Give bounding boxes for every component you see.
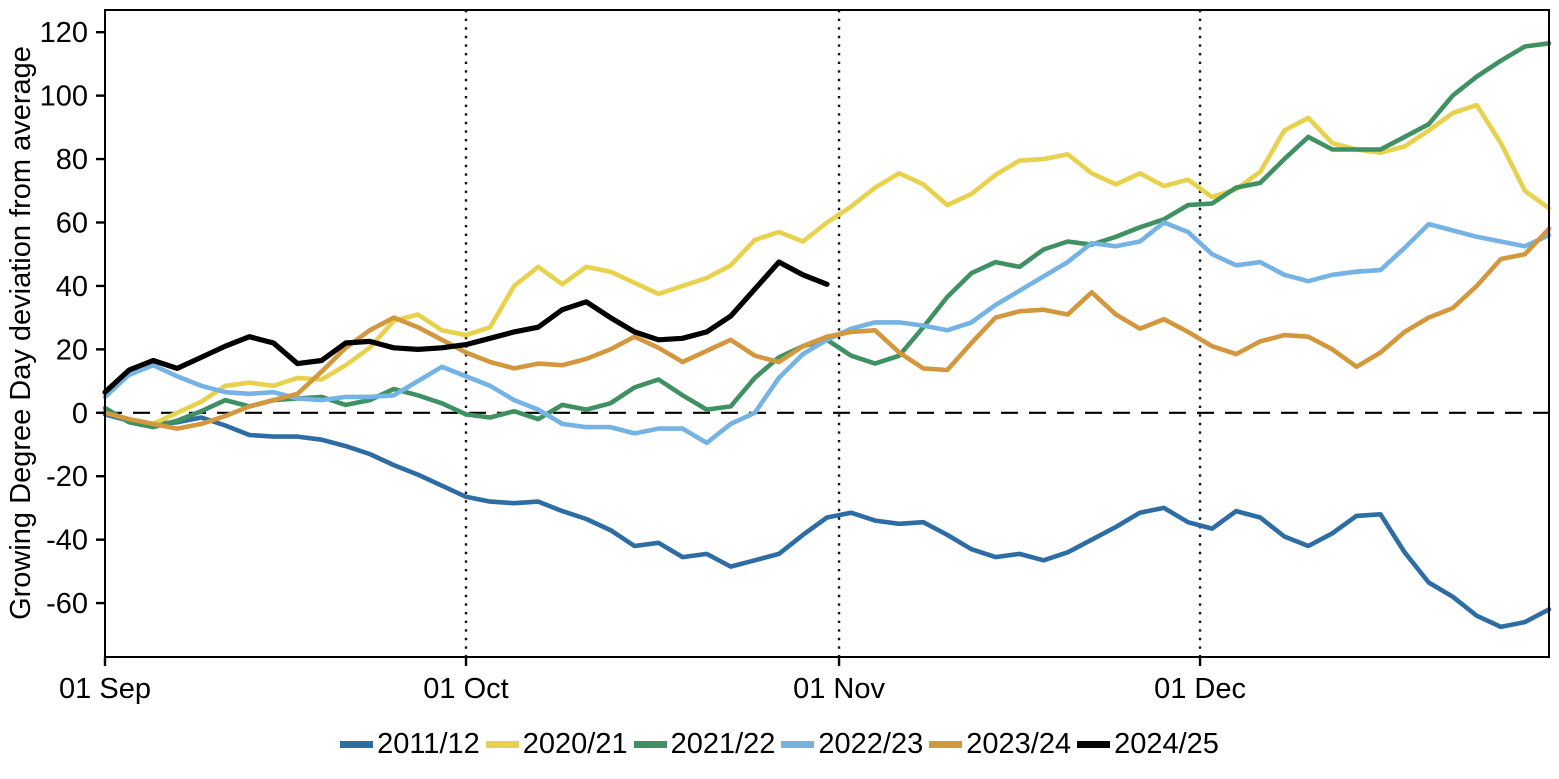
series-layer <box>102 41 1552 630</box>
legend-swatch <box>340 740 374 748</box>
y-tick-label: -60 <box>46 588 88 620</box>
legend: 2011/12 2020/21 2021/22 2022/23 2023/24 2024/… <box>0 722 1559 766</box>
legend-label: 2023/24 <box>966 727 1072 760</box>
legend-label: 2021/22 <box>670 727 776 760</box>
y-tick-label: -40 <box>46 525 88 557</box>
series-line-2022-23 <box>102 220 1552 446</box>
x-tick-label: 01 Dec <box>1154 673 1246 705</box>
y-tick-label: 40 <box>56 271 88 303</box>
legend-item-2023-24: 2023/24 <box>929 727 1072 760</box>
series-line-2023-24 <box>102 226 1552 431</box>
legend-swatch <box>929 740 963 748</box>
gridlines-layer <box>105 10 1549 657</box>
legend-swatch <box>633 740 667 748</box>
legend-swatch <box>781 740 815 748</box>
y-tick-label: 60 <box>56 207 88 239</box>
plot-border <box>104 9 1550 658</box>
series-line-2024-25 <box>102 259 830 395</box>
legend-label: 2024/25 <box>1114 727 1219 760</box>
y-tick-label: 0 <box>72 398 88 430</box>
y-tick-label: 100 <box>40 81 88 113</box>
y-tick-label: 20 <box>56 334 88 366</box>
chart-canvas: 120 100 80 60 40 20 0 -20 -40 -60 01 Sep 01 Oct 01 N… <box>5 9 1552 705</box>
axes-layer: 120 100 80 60 40 20 0 -20 -40 -60 01 Sep 01 Oct 01 N… <box>40 9 1550 705</box>
legend-item-2021-22: 2021/22 <box>633 727 776 760</box>
legend-swatch <box>1077 740 1111 748</box>
x-tick-label: 01 Oct <box>423 673 508 705</box>
y-tick-label: 120 <box>40 17 88 49</box>
legend-label: 2022/23 <box>818 727 924 760</box>
legend-item-2024-25: 2024/25 <box>1077 727 1219 760</box>
y-tick-label: -20 <box>46 461 88 493</box>
legend-item-2011-12: 2011/12 <box>340 727 480 760</box>
legend-swatch <box>485 740 519 748</box>
y-tick-label: 80 <box>56 144 88 176</box>
x-tick-label: 01 Nov <box>793 673 885 705</box>
series-line-2020-21 <box>102 102 1552 427</box>
legend-label: 2020/21 <box>522 727 628 760</box>
legend-item-2020-21: 2020/21 <box>485 727 628 760</box>
series-line-2011-12 <box>102 412 1552 630</box>
legend-label: 2011/12 <box>377 727 480 760</box>
y-axis-title: Growing Degree Day deviation from averag… <box>5 46 37 620</box>
legend-item-2022-23: 2022/23 <box>781 727 924 760</box>
x-tick-label: 01 Sep <box>59 673 151 705</box>
